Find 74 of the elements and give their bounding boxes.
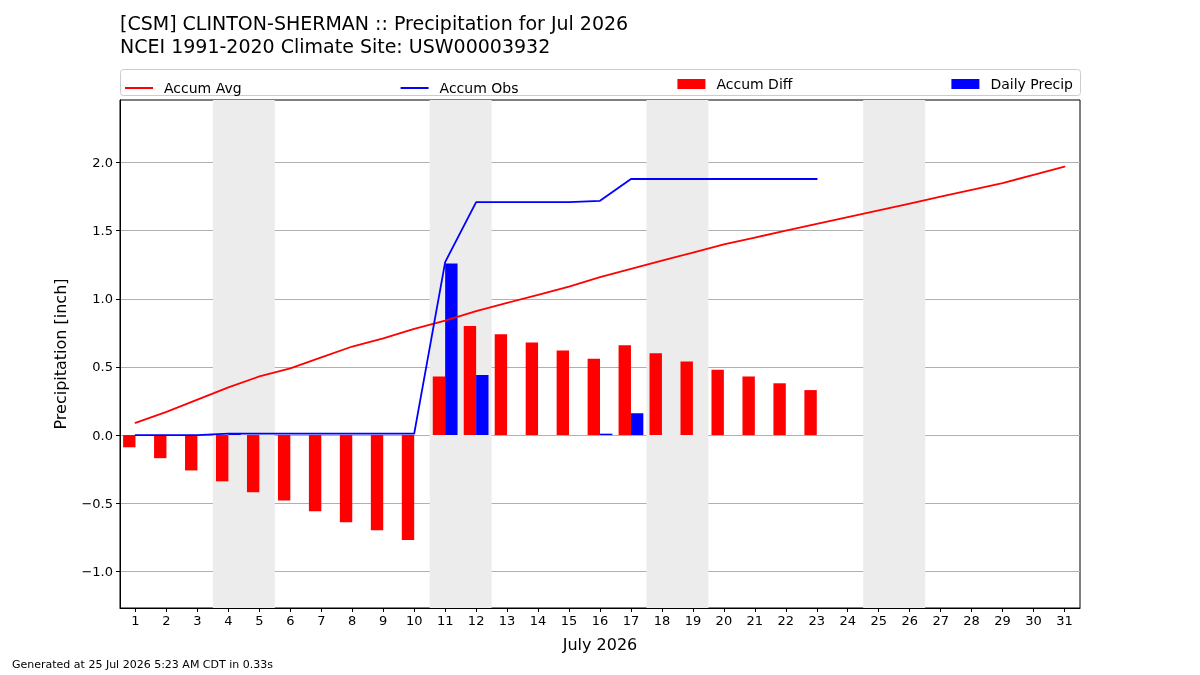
x-tick-label: 26 xyxy=(901,613,918,628)
bar xyxy=(463,326,477,436)
x-tick-label: 16 xyxy=(591,613,609,628)
x-tick-label: 17 xyxy=(622,613,640,628)
legend-label: Accum Avg xyxy=(164,80,242,96)
bar xyxy=(308,435,322,512)
legend-label: Accum Obs xyxy=(439,80,519,96)
x-tick-label: 12 xyxy=(467,613,485,628)
bar xyxy=(649,353,662,436)
bar xyxy=(154,435,167,459)
x-tick-label: 13 xyxy=(498,613,516,628)
x-tick-label: 15 xyxy=(560,613,578,628)
bar xyxy=(246,435,260,493)
bar xyxy=(432,376,446,436)
y-tick-label: 2.0 xyxy=(92,155,113,171)
bar xyxy=(401,435,415,540)
y-tick-label: 1.0 xyxy=(92,291,113,307)
x-tick-label: 9 xyxy=(379,613,388,628)
x-tick-label: 11 xyxy=(436,613,454,628)
x-tick-label: 24 xyxy=(839,613,857,628)
x-tick-label: 22 xyxy=(777,613,795,628)
bar xyxy=(711,369,724,436)
y-tick-label: −1.0 xyxy=(81,563,113,579)
x-tick-label: 2 xyxy=(162,613,171,628)
x-tick-label: 6 xyxy=(286,613,295,628)
x-tick-label: 29 xyxy=(994,613,1011,628)
chart-subtitle: NCEI 1991-2020 Climate Site: USW00003932 xyxy=(120,34,551,57)
x-tick-label: 27 xyxy=(932,613,949,628)
y-axis-title: Precipitation [inch] xyxy=(50,278,70,430)
bar xyxy=(773,383,786,436)
y-tick-label: 0.5 xyxy=(92,359,113,375)
x-tick-label: 25 xyxy=(870,613,887,628)
text: Generated at 25 Jul 2026 5:23 AM CDT in 0.33s xyxy=(12,658,274,671)
bar xyxy=(587,358,600,436)
bar xyxy=(339,435,353,523)
x-tick-label: 31 xyxy=(1056,613,1073,628)
x-tick-label: 21 xyxy=(746,613,764,628)
x-tick-label: 4 xyxy=(224,613,233,628)
bar xyxy=(123,435,136,448)
bar xyxy=(370,435,384,531)
x-tick-label: 30 xyxy=(1025,613,1042,628)
x-tick-label: 14 xyxy=(529,613,547,628)
x-tick-label: 5 xyxy=(255,613,264,628)
bar xyxy=(630,413,644,436)
line-series xyxy=(134,178,818,436)
bar xyxy=(804,390,817,436)
x-tick-label: 18 xyxy=(653,613,671,628)
bar xyxy=(277,435,291,501)
x-tick-label: 1 xyxy=(131,613,140,628)
x-tick-label: 10 xyxy=(405,613,423,628)
bar xyxy=(742,376,755,436)
y-tick-label: −0.5 xyxy=(81,495,113,511)
x-tick-label: 19 xyxy=(684,613,702,628)
line-series xyxy=(134,165,1066,424)
bar xyxy=(494,334,508,436)
bar xyxy=(618,345,631,436)
x-tick-label: 28 xyxy=(963,613,980,628)
x-axis-title: July 2026 xyxy=(561,634,638,654)
x-tick-label: 20 xyxy=(715,613,733,628)
x-tick-label: 8 xyxy=(348,613,357,628)
legend-label: Daily Precip xyxy=(990,76,1074,92)
y-tick-label: 0.0 xyxy=(92,427,113,443)
chart-title: [CSM] CLINTON-SHERMAN :: Precipitation for Jul 2026 xyxy=(120,11,629,34)
x-tick-label: 23 xyxy=(808,613,826,628)
bar xyxy=(525,342,539,436)
bar xyxy=(216,435,229,482)
y-tick-label: 1.5 xyxy=(92,223,113,239)
bar xyxy=(680,361,693,436)
bar xyxy=(556,350,570,436)
bar xyxy=(476,375,489,436)
x-tick-label: 7 xyxy=(317,613,326,628)
legend-label: Accum Diff xyxy=(716,76,793,92)
bar xyxy=(185,435,198,471)
x-tick-label: 3 xyxy=(193,613,202,628)
